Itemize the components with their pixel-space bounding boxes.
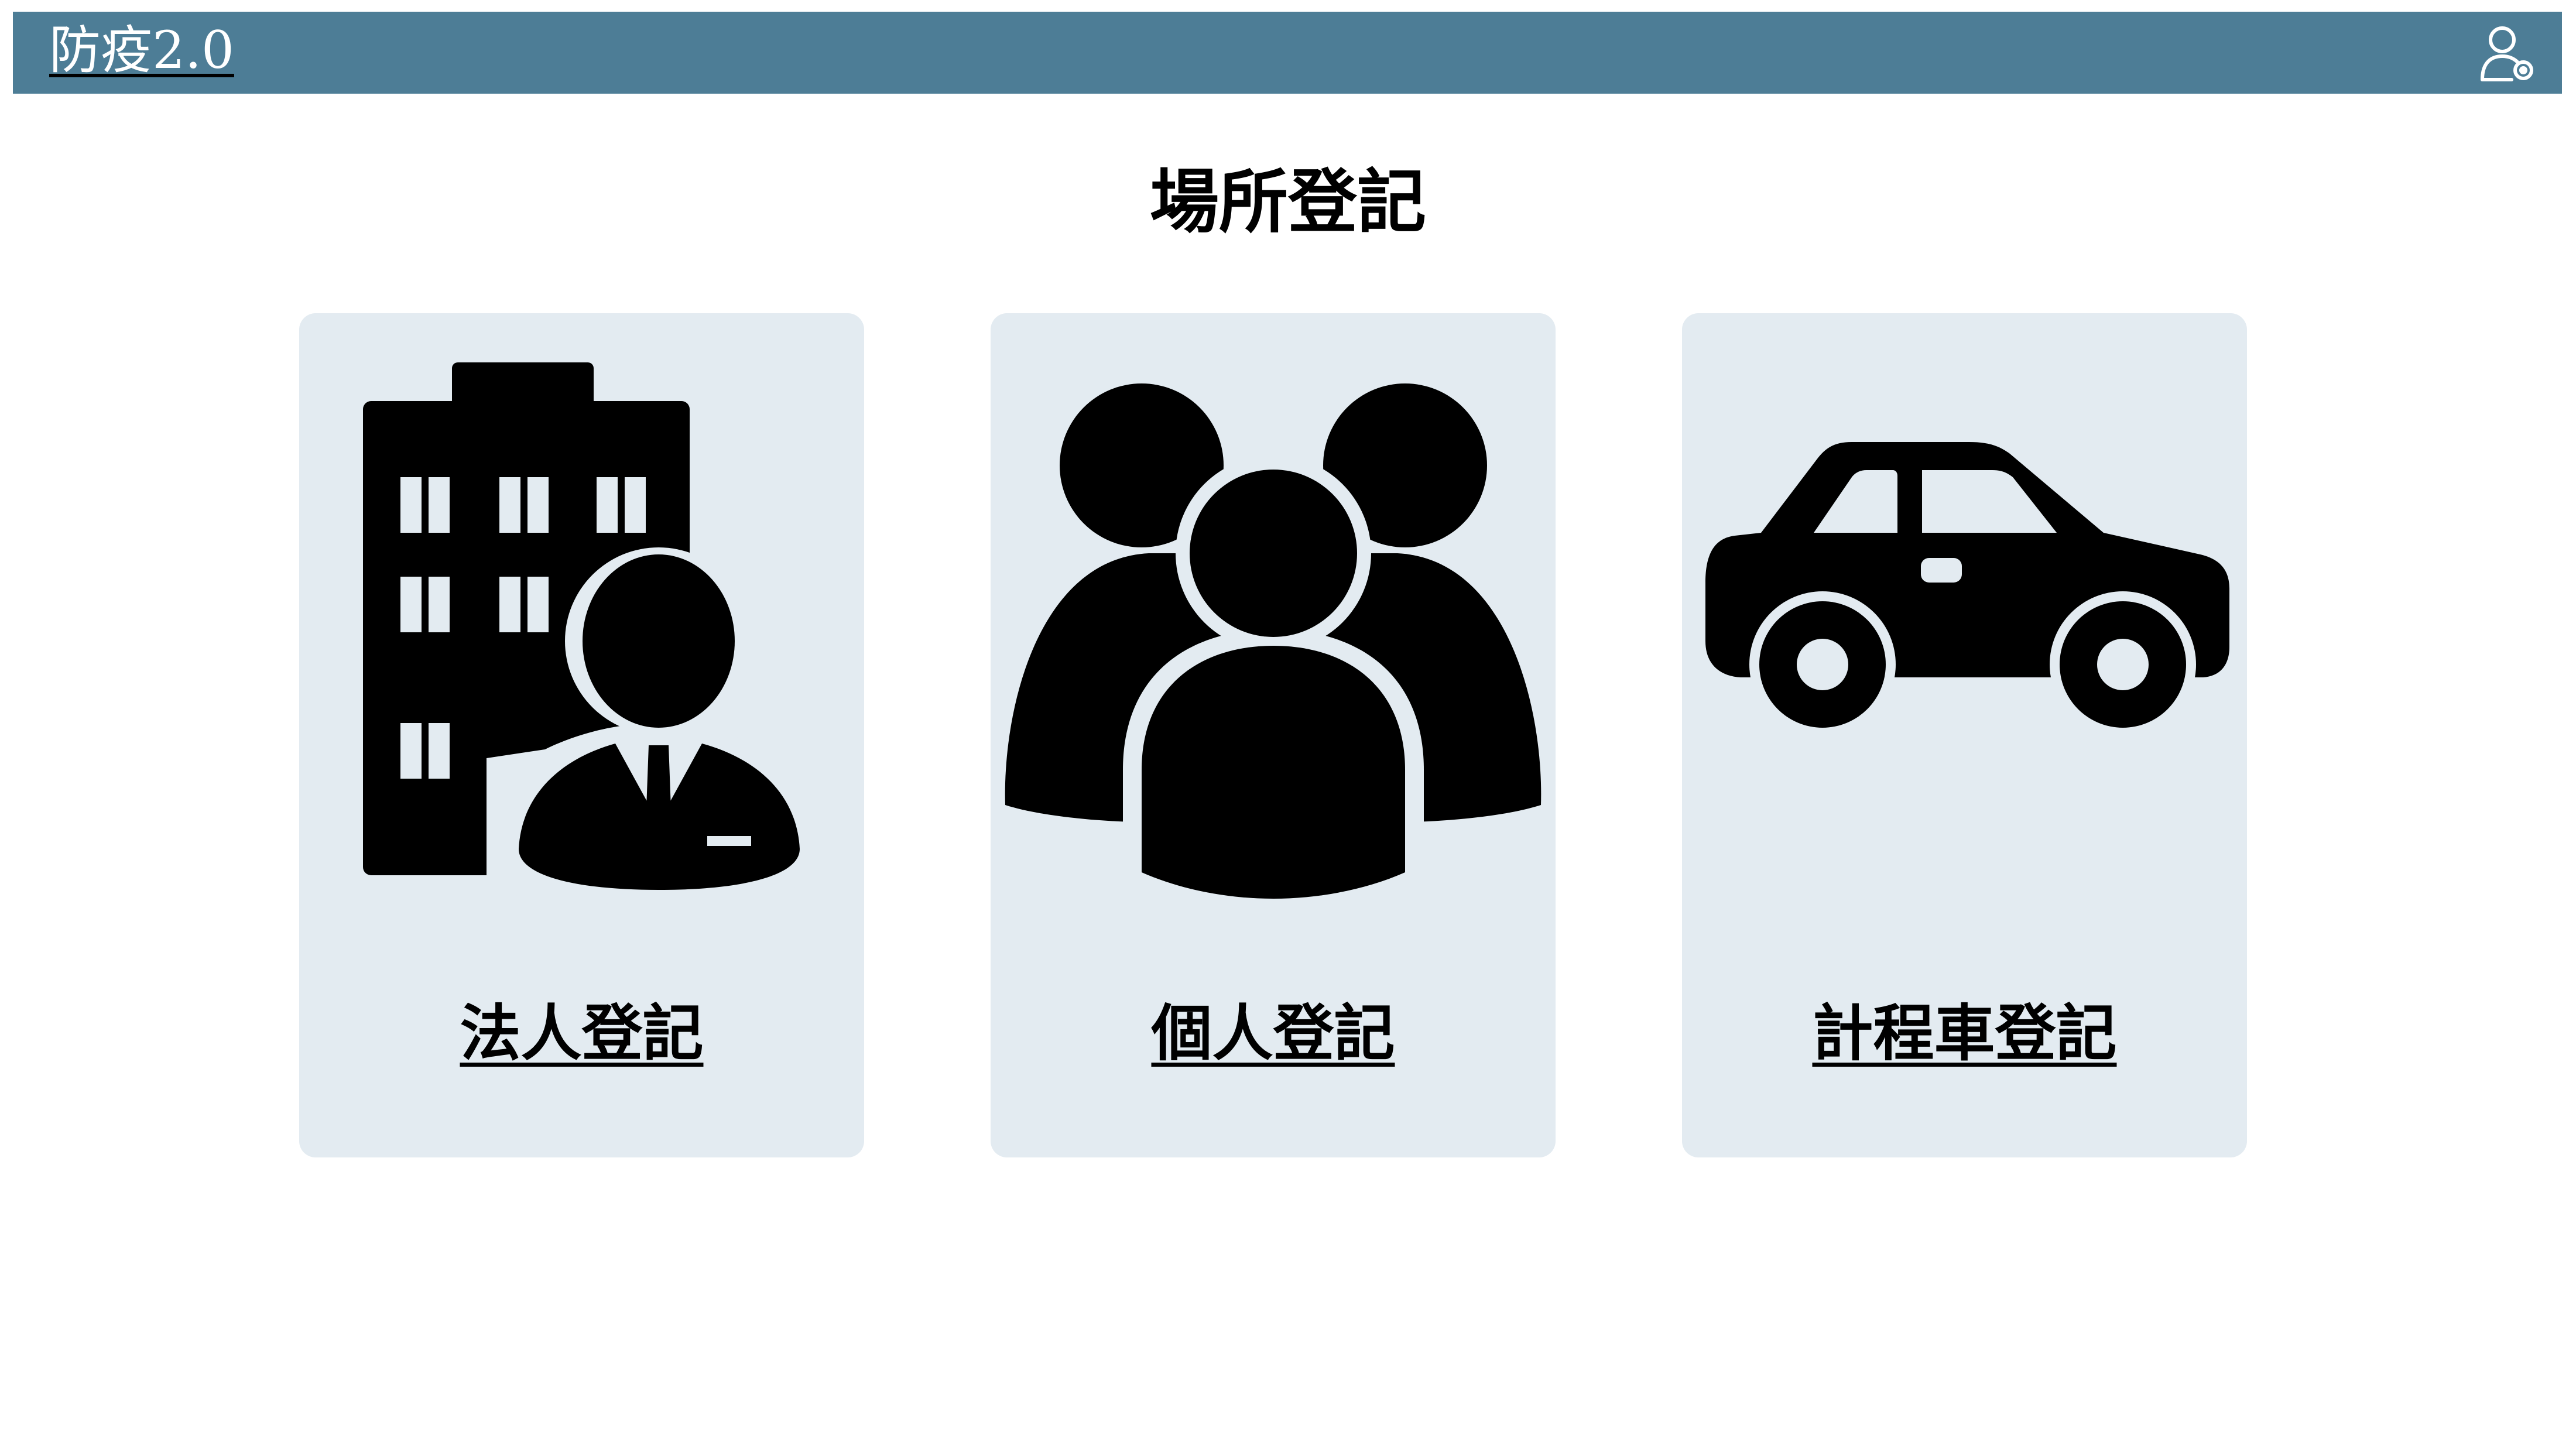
page-title: 場所登記: [1149, 161, 1426, 242]
user-settings-icon[interactable]: [2479, 22, 2537, 83]
people-group-icon: [1005, 383, 1542, 899]
car-icon: [1705, 442, 2229, 738]
card-label-personal[interactable]: 個人登記: [1151, 997, 1395, 1069]
card-label-corporate[interactable]: 法人登記: [460, 997, 704, 1069]
card-label-taxi[interactable]: 計程車登記: [1812, 997, 2117, 1069]
building-person-icon: [363, 362, 826, 905]
personal-registration-card[interactable]: 個人登記: [991, 313, 1556, 1157]
top-nav-bar: 防疫2.0: [13, 12, 2562, 94]
corporate-registration-card[interactable]: 法人登記: [299, 313, 864, 1157]
brand-link[interactable]: 防疫2.0: [49, 20, 234, 80]
taxi-registration-card[interactable]: 計程車登記: [1682, 313, 2247, 1157]
